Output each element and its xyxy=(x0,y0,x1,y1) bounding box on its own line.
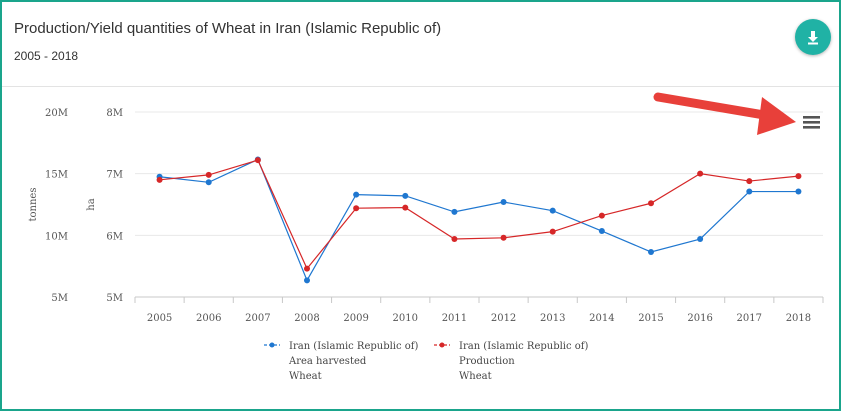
data-point xyxy=(598,228,605,235)
axes: 20M 8M 15M 7M 10M 6M 5M 5M tonnes ha 2005 2006 2007 2… xyxy=(28,108,824,324)
data-point xyxy=(746,188,753,195)
series-layer xyxy=(156,156,802,284)
data-point xyxy=(549,207,556,214)
x-tick-label: 2008 xyxy=(294,313,319,324)
x-tick-label: 2014 xyxy=(589,313,614,324)
data-point xyxy=(451,236,458,243)
right-axis-tick-label: 6M xyxy=(106,231,123,242)
data-point xyxy=(549,228,556,235)
data-point xyxy=(304,265,310,272)
x-tick-label: 2007 xyxy=(245,313,270,324)
download-button[interactable] xyxy=(795,19,831,55)
data-point xyxy=(451,208,458,215)
legend-label: Area harvested xyxy=(288,356,367,367)
data-point xyxy=(697,236,704,243)
data-point xyxy=(402,192,409,199)
data-point xyxy=(795,188,802,195)
right-axis-tick-label: 7M xyxy=(106,170,123,181)
left-axis-tick-label: 20M xyxy=(45,108,68,119)
data-point xyxy=(156,176,163,183)
data-point xyxy=(795,173,802,180)
right-axis-title: ha xyxy=(86,198,97,210)
left-axis-title: tonnes xyxy=(28,188,39,222)
data-point xyxy=(500,199,507,206)
x-tick-label: 2018 xyxy=(786,313,811,324)
data-point xyxy=(746,178,753,185)
hamburger-menu-icon[interactable] xyxy=(803,116,820,129)
chart-subtitle: 2005 - 2018 xyxy=(14,49,79,63)
data-point xyxy=(648,248,654,255)
x-tick-label: 2006 xyxy=(196,313,221,324)
right-axis-tick-label: 8M xyxy=(106,108,123,119)
legend-item[interactable]: Iran (Islamic Republic of) Area harvested… xyxy=(264,341,419,382)
legend-label: Production xyxy=(459,356,515,367)
data-point xyxy=(254,157,261,164)
legend-label: Wheat xyxy=(459,371,492,382)
left-axis-tick-label: 5M xyxy=(51,293,68,304)
legend-swatch-marker xyxy=(269,342,275,348)
data-point xyxy=(648,200,654,207)
data-point xyxy=(697,170,704,177)
x-tick-label: 2011 xyxy=(442,313,467,324)
x-tick-label: 2010 xyxy=(393,313,418,324)
legend-label: Iran (Islamic Republic of) xyxy=(289,341,419,352)
chart-title: Production/Yield quantities of Wheat in … xyxy=(14,20,442,37)
data-point xyxy=(500,234,507,241)
line-chart: 20M 8M 15M 7M 10M 6M 5M 5M tonnes ha 2005 2006 2007 2… xyxy=(28,92,824,382)
legend-swatch-marker xyxy=(439,342,445,348)
x-tick-label: 2015 xyxy=(638,313,663,324)
legend-label: Wheat xyxy=(289,371,322,382)
x-tick-label: 2013 xyxy=(540,313,565,324)
data-point xyxy=(205,179,212,186)
chart-area: 20M 8M 15M 7M 10M 6M 5M 5M tonnes ha 2005 2006 2007 2… xyxy=(2,87,839,409)
x-tick-label: 2009 xyxy=(343,313,368,324)
data-point xyxy=(402,204,409,211)
data-point xyxy=(353,191,360,198)
left-axis-tick-label: 10M xyxy=(45,231,68,242)
data-point xyxy=(304,277,310,284)
data-point xyxy=(205,171,212,178)
chart-header: Production/Yield quantities of Wheat in … xyxy=(2,2,839,87)
legend-label: Iran (Islamic Republic of) xyxy=(459,341,589,352)
annotation-arrow xyxy=(653,92,796,135)
left-axis-tick-label: 15M xyxy=(45,170,68,181)
download-icon xyxy=(808,31,818,45)
data-point xyxy=(598,212,605,219)
x-tick-label: 2005 xyxy=(147,313,172,324)
x-tick-label: 2012 xyxy=(491,313,516,324)
legend: Iran (Islamic Republic of) Area harvested… xyxy=(264,341,589,382)
grid-lines xyxy=(135,111,823,298)
series-line-1 xyxy=(159,159,799,270)
x-tick-label: 2016 xyxy=(687,313,712,324)
series-line-0 xyxy=(159,158,799,282)
right-axis-tick-label: 5M xyxy=(106,293,123,304)
legend-item[interactable]: Iran (Islamic Republic of) Production Whea… xyxy=(434,341,589,382)
x-tick-label: 2017 xyxy=(737,313,762,324)
data-point xyxy=(353,205,360,212)
